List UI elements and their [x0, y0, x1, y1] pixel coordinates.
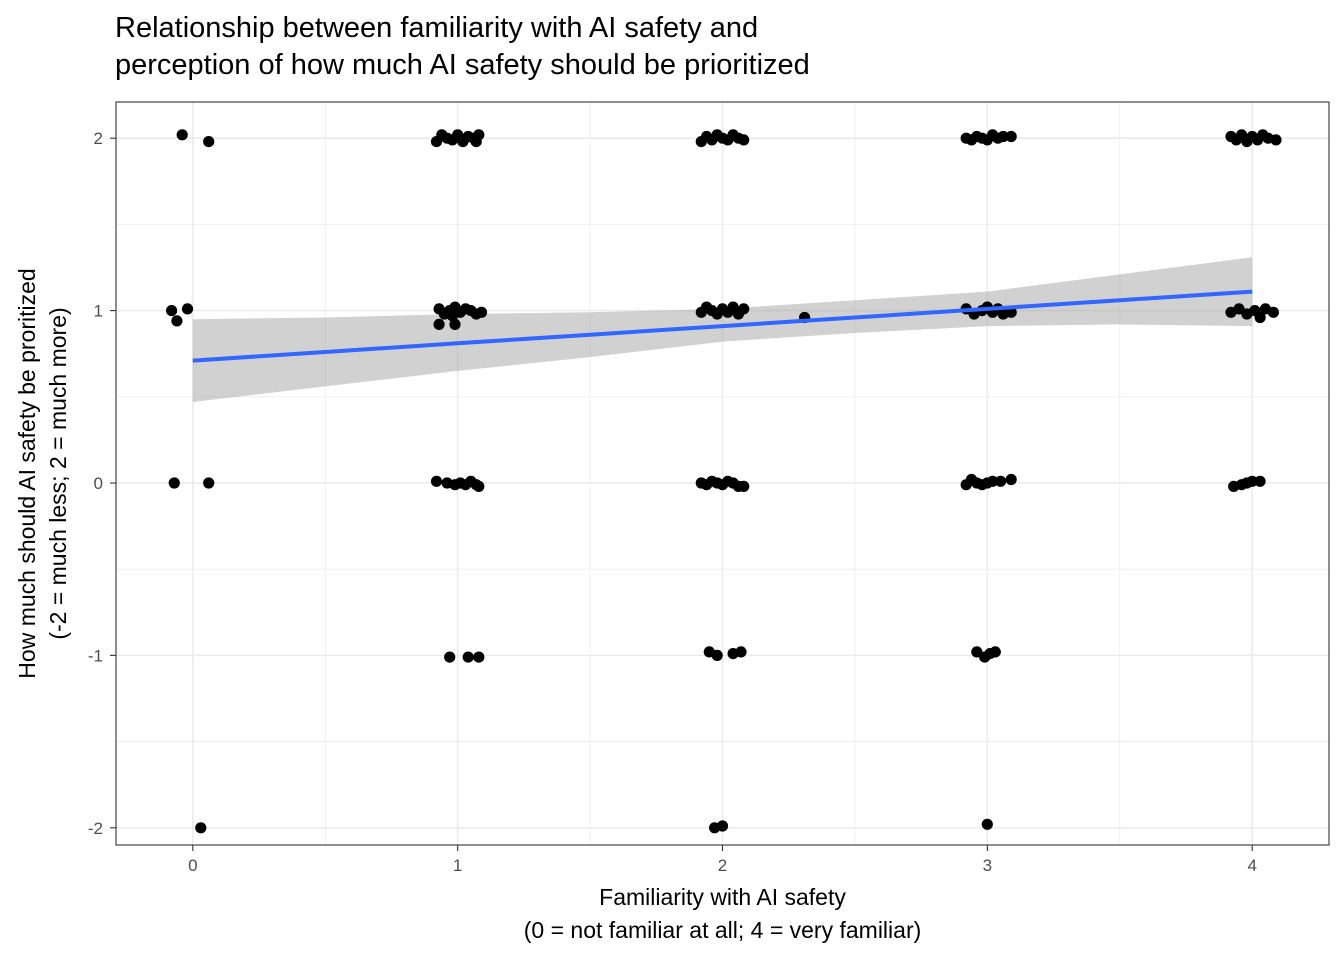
data-point [195, 822, 207, 834]
y-tick-label: 1 [94, 302, 103, 321]
data-point [738, 480, 750, 492]
confidence-band-area [192, 257, 1253, 402]
data-point [168, 477, 180, 489]
regression-line-path [192, 289, 1253, 363]
x-tick-label: 2 [718, 856, 727, 875]
regression-line [192, 289, 1253, 363]
data-point [989, 646, 1001, 658]
data-point [738, 134, 750, 146]
y-axis-title-line: How much should AI safety be proritized [14, 268, 40, 678]
x-tick-label: 3 [983, 856, 992, 875]
data-point [1254, 311, 1266, 324]
data-point [176, 129, 188, 141]
x-axis-title-line: Familiarity with AI safety [599, 884, 846, 910]
data-point [735, 646, 747, 658]
data-point [462, 651, 474, 663]
data-point [473, 651, 485, 663]
data-point [1005, 473, 1017, 486]
axes: 0 1 2 3 4 -2 -1 0 1 2 [88, 129, 1257, 875]
data-point [473, 129, 485, 141]
confidence-band [192, 257, 1253, 402]
y-tick-label: -1 [88, 646, 103, 665]
data-point [446, 310, 458, 322]
y-axis-title: How much should AI safety be proritized(… [14, 268, 71, 678]
data-point [997, 130, 1009, 143]
data-point [987, 475, 999, 487]
y-tick-label: 2 [94, 129, 103, 148]
data-point [166, 305, 178, 317]
data-point [738, 303, 750, 315]
chart-title: Relationship between familiarity with AI… [115, 12, 810, 81]
grid-lines [116, 102, 1329, 845]
data-point [203, 136, 215, 148]
data-point [473, 480, 485, 492]
data-point [181, 303, 194, 315]
x-axis-title-line: (0 = not familiar at all; 4 = very famil… [524, 917, 922, 943]
y-tick-label: -2 [88, 819, 103, 838]
data-point [971, 646, 983, 658]
x-tick-label: 1 [453, 856, 462, 875]
data-point [203, 477, 215, 489]
data-points [166, 129, 1282, 834]
data-point [1270, 134, 1282, 146]
data-point [995, 475, 1007, 487]
y-tick-label: 0 [94, 474, 103, 493]
data-point [1246, 475, 1258, 487]
data-point [716, 820, 729, 832]
x-tick-label: 0 [188, 856, 197, 875]
data-point [711, 649, 723, 662]
data-point [1254, 475, 1266, 487]
y-axis-title-line: (-2 = much less; 2 = much more) [45, 307, 71, 639]
data-point [171, 315, 183, 327]
data-point [449, 318, 461, 330]
x-axis-title: Familiarity with AI safety (0 = not famil… [524, 884, 922, 943]
data-point [1267, 306, 1279, 318]
data-point [1005, 130, 1017, 143]
x-tick-label: 4 [1247, 856, 1256, 875]
data-point [433, 318, 445, 330]
data-point [475, 306, 488, 318]
data-point [430, 475, 443, 487]
data-point [444, 651, 456, 663]
data-point [981, 818, 993, 830]
